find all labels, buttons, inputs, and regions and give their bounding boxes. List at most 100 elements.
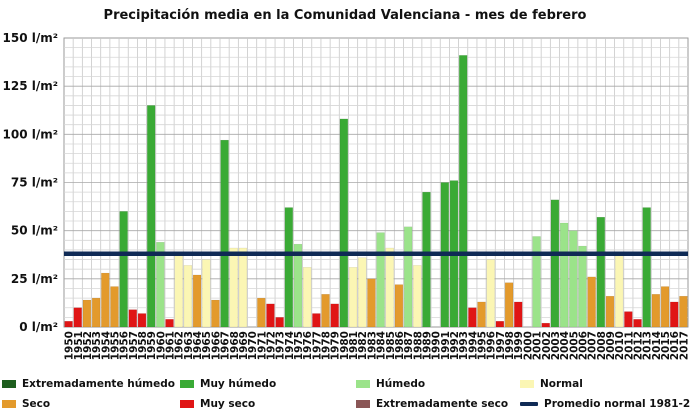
- x-tick-label: 1989: [421, 331, 433, 360]
- bar-1951: [73, 307, 82, 328]
- bar-1975: [293, 243, 303, 328]
- bar-1957: [128, 309, 137, 328]
- x-tick-label: 2001: [532, 331, 544, 360]
- bar-1972: [266, 303, 275, 328]
- bar-1999: [514, 301, 523, 328]
- x-tick-label: 2008: [596, 331, 608, 360]
- bar-1989: [422, 191, 431, 328]
- x-tick-label: 2000: [522, 331, 534, 360]
- y-tick-label: 25 l/m²: [11, 272, 58, 286]
- x-tick-label: 1996: [486, 331, 498, 360]
- x-tick-label: 1951: [73, 331, 85, 360]
- bar-1966: [211, 299, 220, 328]
- x-tick-label: 1955: [109, 331, 121, 360]
- bar-1963: [183, 265, 193, 328]
- bar-1987: [403, 226, 413, 328]
- y-tick-label: 0 l/m²: [19, 320, 58, 334]
- bar-1988: [413, 265, 422, 328]
- legend-label: Húmedo: [376, 378, 426, 390]
- legend-swatch: [2, 400, 16, 408]
- x-axis: 1950195119521953195419551956195719581959…: [64, 331, 690, 360]
- x-tick-label: 1956: [119, 331, 131, 360]
- x-tick-label: 1990: [431, 331, 443, 360]
- x-tick-label: 2011: [623, 331, 635, 360]
- x-tick-label: 2007: [587, 331, 599, 360]
- bar-1953: [91, 297, 101, 328]
- x-tick-label: 1997: [495, 331, 507, 360]
- x-tick-label: 1995: [477, 331, 489, 360]
- x-tick-label: 1966: [210, 331, 222, 360]
- x-tick-label: 1963: [183, 331, 195, 360]
- x-tick-label: 1979: [330, 331, 342, 360]
- x-tick-label: 1986: [394, 331, 406, 360]
- x-tick-label: 1972: [265, 331, 277, 360]
- x-tick-label: 1953: [91, 331, 103, 360]
- bar-1984: [376, 232, 385, 328]
- bar-1952: [82, 299, 92, 328]
- bar-1974: [284, 207, 293, 328]
- y-tick-label: 100 l/m²: [3, 127, 58, 141]
- x-tick-label: 1957: [128, 331, 140, 360]
- bar-2017: [679, 295, 688, 328]
- legend-label: Normal: [540, 378, 583, 390]
- bar-2004: [559, 222, 569, 328]
- y-tick-label: 150 l/m²: [3, 31, 58, 45]
- bar-1980: [339, 118, 349, 328]
- bar-2009: [605, 295, 615, 328]
- legend-item: Muy húmedo: [180, 376, 276, 392]
- x-tick-label: 1967: [220, 331, 232, 360]
- bar-2002: [541, 322, 550, 328]
- x-tick-label: 1959: [146, 331, 158, 360]
- bar-2008: [596, 216, 605, 328]
- bar-2005: [569, 230, 578, 328]
- bar-2014: [651, 294, 661, 328]
- x-tick-label: 2016: [669, 331, 681, 360]
- bar-2011: [624, 311, 633, 328]
- bar-1960: [156, 242, 165, 328]
- bar-1983: [367, 278, 376, 328]
- legend-label: Extremadamente seco: [376, 398, 509, 410]
- legend-item: Promedio normal 1981-2010: [520, 396, 690, 412]
- x-tick-label: 1983: [366, 331, 378, 360]
- legend-item: Muy seco: [180, 396, 255, 412]
- x-tick-label: 1980: [339, 331, 351, 360]
- x-tick-label: 1994: [467, 331, 479, 360]
- bar-2015: [660, 286, 670, 328]
- bar-2007: [587, 276, 596, 328]
- legend-item: Húmedo: [356, 376, 425, 392]
- legend: Extremadamente húmedo Muy húmedo Húmedo Nor…: [0, 374, 690, 414]
- x-tick-label: 2005: [568, 331, 580, 360]
- legend-item: Normal: [520, 376, 583, 392]
- bar-1996: [486, 259, 495, 328]
- bar-1982: [358, 257, 367, 328]
- x-tick-label: 1977: [311, 331, 323, 360]
- bar-2003: [550, 199, 560, 328]
- x-tick-label: 1976: [302, 331, 314, 360]
- x-tick-label: 1968: [229, 331, 241, 360]
- bar-1958: [137, 313, 147, 328]
- bar-2013: [642, 207, 651, 328]
- x-tick-label: 1981: [348, 331, 360, 360]
- legend-label: Extremadamente húmedo: [22, 378, 175, 390]
- bar-1993: [459, 55, 468, 328]
- chart-title: Precipitación media en la Comunidad Vale…: [103, 8, 587, 23]
- x-tick-label: 1975: [293, 331, 305, 360]
- bar-2001: [532, 236, 541, 328]
- bar-1965: [202, 259, 211, 328]
- legend-label: Muy húmedo: [200, 378, 277, 390]
- bar-1998: [504, 282, 514, 328]
- bar-2006: [578, 245, 587, 328]
- x-tick-label: 1991: [440, 331, 452, 360]
- x-tick-label: 1958: [137, 331, 149, 360]
- bar-1976: [303, 267, 312, 328]
- x-tick-label: 1984: [376, 331, 388, 360]
- bar-1964: [192, 274, 202, 328]
- x-tick-label: 1965: [201, 331, 213, 360]
- x-tick-label: 1998: [504, 331, 516, 360]
- legend-label: Muy seco: [200, 398, 256, 410]
- bar-1969: [238, 247, 248, 328]
- legend-swatch: [180, 400, 194, 408]
- y-tick-label: 50 l/m²: [11, 224, 58, 238]
- legend-label: Promedio normal 1981-2010: [544, 398, 690, 410]
